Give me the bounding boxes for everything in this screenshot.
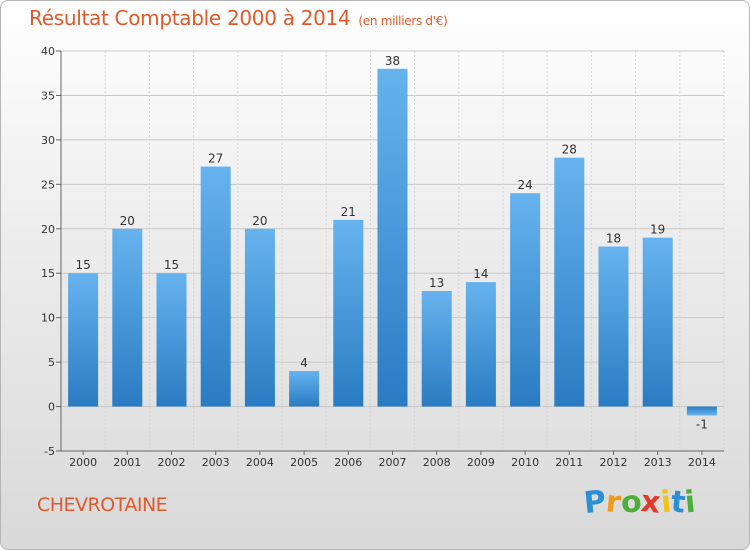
value-label-2002: 15 [164,258,179,272]
value-label-2005: 4 [300,356,308,370]
x-tick-label-2005: 2005 [290,456,318,469]
value-label-2012: 18 [606,232,621,246]
chart-title: Résultat Comptable 2000 à 2014 (en millie… [29,6,448,30]
bar-2012 [598,246,629,407]
value-label-2003: 27 [208,152,223,166]
x-tick-label-2013: 2013 [644,456,672,469]
bar-2005 [289,371,320,407]
value-label-2013: 19 [650,223,665,237]
y-tick-label: -5 [44,445,55,458]
bar-2001 [112,228,143,407]
y-tick-label: 35 [41,89,55,102]
x-tick-label-2012: 2012 [600,456,628,469]
chart-title-text: Résultat Comptable 2000 à 2014 [29,6,351,30]
y-tick-label: 10 [41,312,55,325]
y-tick-label: 5 [48,356,55,369]
x-tick-label-2010: 2010 [511,456,539,469]
bar-2004 [244,228,275,407]
y-tick-label: 30 [41,134,55,147]
value-label-2006: 21 [341,205,356,219]
bar-2006 [333,219,364,407]
value-label-2009: 14 [473,267,488,281]
value-label-2014: -1 [696,417,708,431]
value-label-2010: 24 [517,178,532,192]
bar-2011 [554,157,585,407]
x-tick-label-2008: 2008 [423,456,451,469]
y-tick-label: 40 [41,45,55,58]
y-tick-label: 0 [48,401,55,414]
x-tick-label-2000: 2000 [69,456,97,469]
value-label-2001: 20 [120,214,135,228]
x-tick-label-2004: 2004 [246,456,274,469]
proxiti-logo[interactable]: Proxiti [582,484,698,521]
x-tick-label-2001: 2001 [113,456,141,469]
value-label-2007: 38 [385,54,400,68]
y-tick-label: 15 [41,267,55,280]
y-tick-label: 20 [41,223,55,236]
bar-2010 [510,193,541,407]
x-tick-label-2011: 2011 [555,456,583,469]
x-tick-label-2006: 2006 [334,456,362,469]
value-label-2008: 13 [429,276,444,290]
x-tick-label-2014: 2014 [688,456,716,469]
y-tick-label: 25 [41,178,55,191]
bar-2013 [642,237,673,407]
logo-letter: i [683,484,698,521]
value-label-2000: 15 [75,258,90,272]
chart-subtitle: (en milliers d'€) [358,14,448,28]
value-label-2004: 20 [252,214,267,228]
bar-2014 [686,406,717,416]
bar-2007 [377,68,408,407]
x-tick-label-2007: 2007 [379,456,407,469]
bar-2000 [68,273,99,407]
bar-2009 [465,282,496,407]
x-tick-label-2002: 2002 [158,456,186,469]
bar-2003 [200,166,231,407]
bar-2002 [156,273,187,407]
commune-name: CHEVROTAINE [37,494,168,516]
x-tick-label-2009: 2009 [467,456,495,469]
bar-2008 [421,291,452,407]
value-label-2011: 28 [562,143,577,157]
x-tick-label-2003: 2003 [202,456,230,469]
